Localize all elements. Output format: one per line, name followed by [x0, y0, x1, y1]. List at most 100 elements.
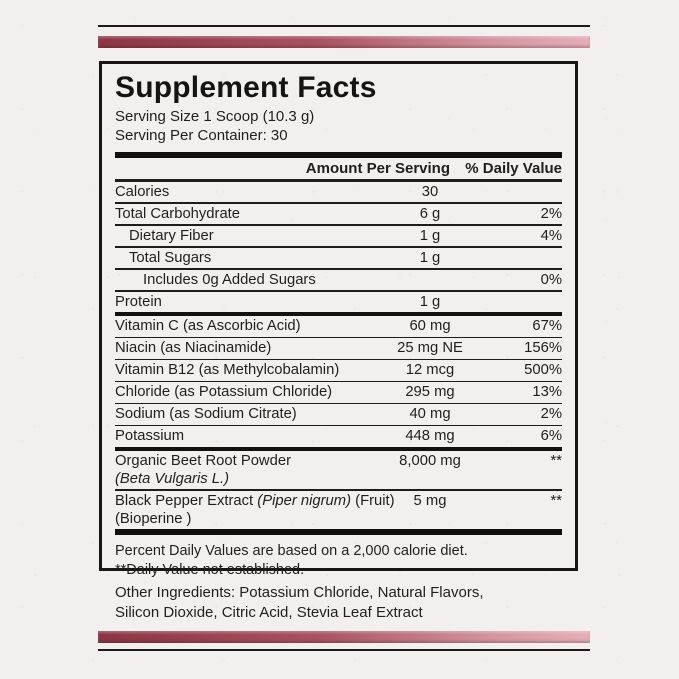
heavy-divider-top	[115, 152, 562, 158]
footnote-line-1: Percent Daily Values are based on a 2,00…	[115, 543, 468, 559]
heavy-divider-bottom	[115, 529, 562, 535]
nutrient-amount: 1 g	[419, 249, 441, 266]
nutrient-name: Total Sugars	[115, 249, 562, 267]
table-row: Dietary Fiber 1 g 4%	[115, 226, 562, 247]
nutrient-name-text: Niacin (as Niacinamide)	[115, 340, 272, 356]
nutrient-name: Total Carbohydrate	[115, 205, 562, 223]
nutrient-name: Protein	[115, 293, 562, 311]
top-rule-line	[98, 25, 590, 27]
nutrient-name-text: Chloride (as Potassium Chloride)	[115, 384, 333, 400]
table-row: Calories 30	[115, 182, 562, 203]
nutrient-name-text: Calories	[115, 183, 170, 200]
top-gradient-bar	[98, 36, 590, 48]
nutrient-amount: 1 g	[419, 293, 441, 310]
nutrient-amount: 8,000 mg	[399, 452, 461, 469]
nutrient-name: Vitamin C (as Ascorbic Acid)	[115, 317, 562, 335]
nutrient-daily-value: 156%	[524, 340, 562, 356]
nutrient-amount: 12 mcg	[405, 362, 455, 378]
row-separator	[115, 246, 562, 248]
row-separator	[115, 202, 562, 204]
table-row: Niacin (as Niacinamide) 25 mg NE 156%	[115, 338, 562, 359]
other-ingredients-line-2: Silicon Dioxide, Citric Acid, Stevia Lea…	[115, 604, 423, 621]
panel-title: Supplement Facts	[115, 71, 377, 104]
nutrient-name: Potassium	[115, 427, 562, 445]
nutrient-daily-value: **	[550, 492, 562, 509]
servings-per-container: Serving Per Container: 30	[115, 126, 288, 144]
nutrient-amount: 60 mg	[409, 318, 451, 334]
footnote-line-2: **Daily Value not established.	[115, 562, 305, 578]
nutrient-daily-value: 2%	[540, 406, 562, 422]
nutrient-amount: 40 mg	[409, 406, 451, 422]
nutrient-name: Includes 0g Added Sugars	[115, 271, 562, 289]
nutrient-amount: 25 mg NE	[397, 340, 463, 356]
nutrient-amount: 6 g	[419, 205, 441, 222]
nutrient-name-text: Potassium	[115, 428, 185, 444]
nutrient-name: Vitamin B12 (as Methylcobalamin)	[115, 361, 562, 379]
nutrient-name-text: Includes 0g Added Sugars	[143, 271, 316, 288]
nutrient-name-text: Organic Beet Root Powder	[115, 452, 292, 469]
nutrient-name: Calories	[115, 183, 562, 201]
row-separator	[115, 224, 562, 226]
header-separator	[115, 179, 562, 182]
other-ingredients: Other Ingredients: Potassium Chloride, N…	[115, 583, 555, 623]
nutrient-daily-value: 4%	[540, 227, 562, 244]
table-row: Chloride (as Potassium Chloride) 295 mg 13…	[115, 382, 562, 403]
nutrient-daily-value: 500%	[524, 362, 562, 378]
nutrient-daily-value: 0%	[540, 271, 562, 288]
nutrient-name-italic: (Beta Vulgaris L.)	[115, 470, 230, 487]
nutrient-name: Dietary Fiber	[115, 227, 562, 245]
nutrient-daily-value: 2%	[540, 205, 562, 222]
table-row: Includes 0g Added Sugars 0%	[115, 270, 562, 291]
row-separator	[115, 336, 562, 338]
table-row: Total Sugars 1 g	[115, 248, 562, 269]
nutrient-name-text: Vitamin B12 (as Methylcobalamin)	[115, 362, 340, 378]
nutrient-name: Black Pepper Extract (Piper nigrum) (Fru…	[115, 492, 562, 528]
table-row: Total Carbohydrate 6 g 2%	[115, 204, 562, 225]
footnote: Percent Daily Values are based on a 2,00…	[115, 535, 562, 580]
supplement-facts-panel: Supplement Facts Serving Size 1 Scoop (1…	[99, 61, 578, 578]
nutrient-name-text: (Fruit)	[351, 492, 395, 509]
nutrient-name-text: (Bioperine )	[115, 510, 192, 527]
bottom-gradient-bar	[98, 631, 590, 643]
nutrient-daily-value: 67%	[532, 318, 562, 334]
nutrient-name-text: Sodium (as Sodium Citrate)	[115, 406, 297, 422]
nutrient-name-text: Black Pepper Extract	[115, 492, 258, 509]
table-row: Sodium (as Sodium Citrate) 40 mg 2%	[115, 404, 562, 425]
nutrient-name-text: Total Carbohydrate	[115, 205, 241, 222]
nutrient-name-text: Protein	[115, 293, 162, 310]
nutrient-name-text: Vitamin C (as Ascorbic Acid)	[115, 318, 301, 334]
nutrient-table: Calories 30 Total Carbohydrate 6 g 2% Dietary…	[115, 182, 562, 530]
nutrient-daily-value: **	[550, 452, 562, 469]
nutrient-name: Sodium (as Sodium Citrate)	[115, 405, 562, 423]
nutrient-amount: 30	[421, 183, 439, 200]
nutrient-name: Niacin (as Niacinamide)	[115, 339, 562, 357]
serving-size: Serving Size 1 Scoop (10.3 g)	[115, 108, 315, 125]
table-row: Vitamin C (as Ascorbic Acid) 60 mg 67%	[115, 316, 562, 337]
nutrient-amount: 448 mg	[405, 428, 455, 444]
nutrient-name: Chloride (as Potassium Chloride)	[115, 383, 562, 401]
row-separator	[115, 424, 562, 426]
table-row: Organic Beet Root Powder (Beta Vulgaris L…	[115, 451, 562, 490]
row-separator	[115, 268, 562, 270]
table-row: Potassium 448 mg 6%	[115, 426, 562, 447]
row-separator	[115, 358, 562, 360]
row-separator	[115, 312, 562, 316]
nutrient-amount: 295 mg	[405, 384, 455, 400]
table-header: Amount Per Serving % Daily Value	[115, 158, 562, 179]
nutrient-name-text: Dietary Fiber	[129, 227, 214, 244]
nutrient-daily-value: 13%	[532, 384, 562, 400]
nutrient-daily-value: 6%	[540, 428, 562, 444]
row-separator	[115, 402, 562, 404]
row-separator	[115, 489, 562, 491]
row-separator	[115, 446, 562, 451]
table-row: Black Pepper Extract (Piper nigrum) (Fru…	[115, 491, 562, 530]
nutrient-name-italic: (Piper nigrum)	[257, 492, 352, 509]
nutrient-amount: 5 mg	[413, 492, 447, 509]
row-separator	[115, 290, 562, 292]
other-ingredients-line-1: Other Ingredients: Potassium Chloride, N…	[115, 584, 484, 601]
amount-per-serving-header: Amount Per Serving	[305, 160, 450, 177]
table-row: Vitamin B12 (as Methylcobalamin) 12 mcg 50…	[115, 360, 562, 381]
nutrient-name: Organic Beet Root Powder (Beta Vulgaris L…	[115, 452, 562, 488]
bottom-rule-line	[98, 649, 590, 651]
